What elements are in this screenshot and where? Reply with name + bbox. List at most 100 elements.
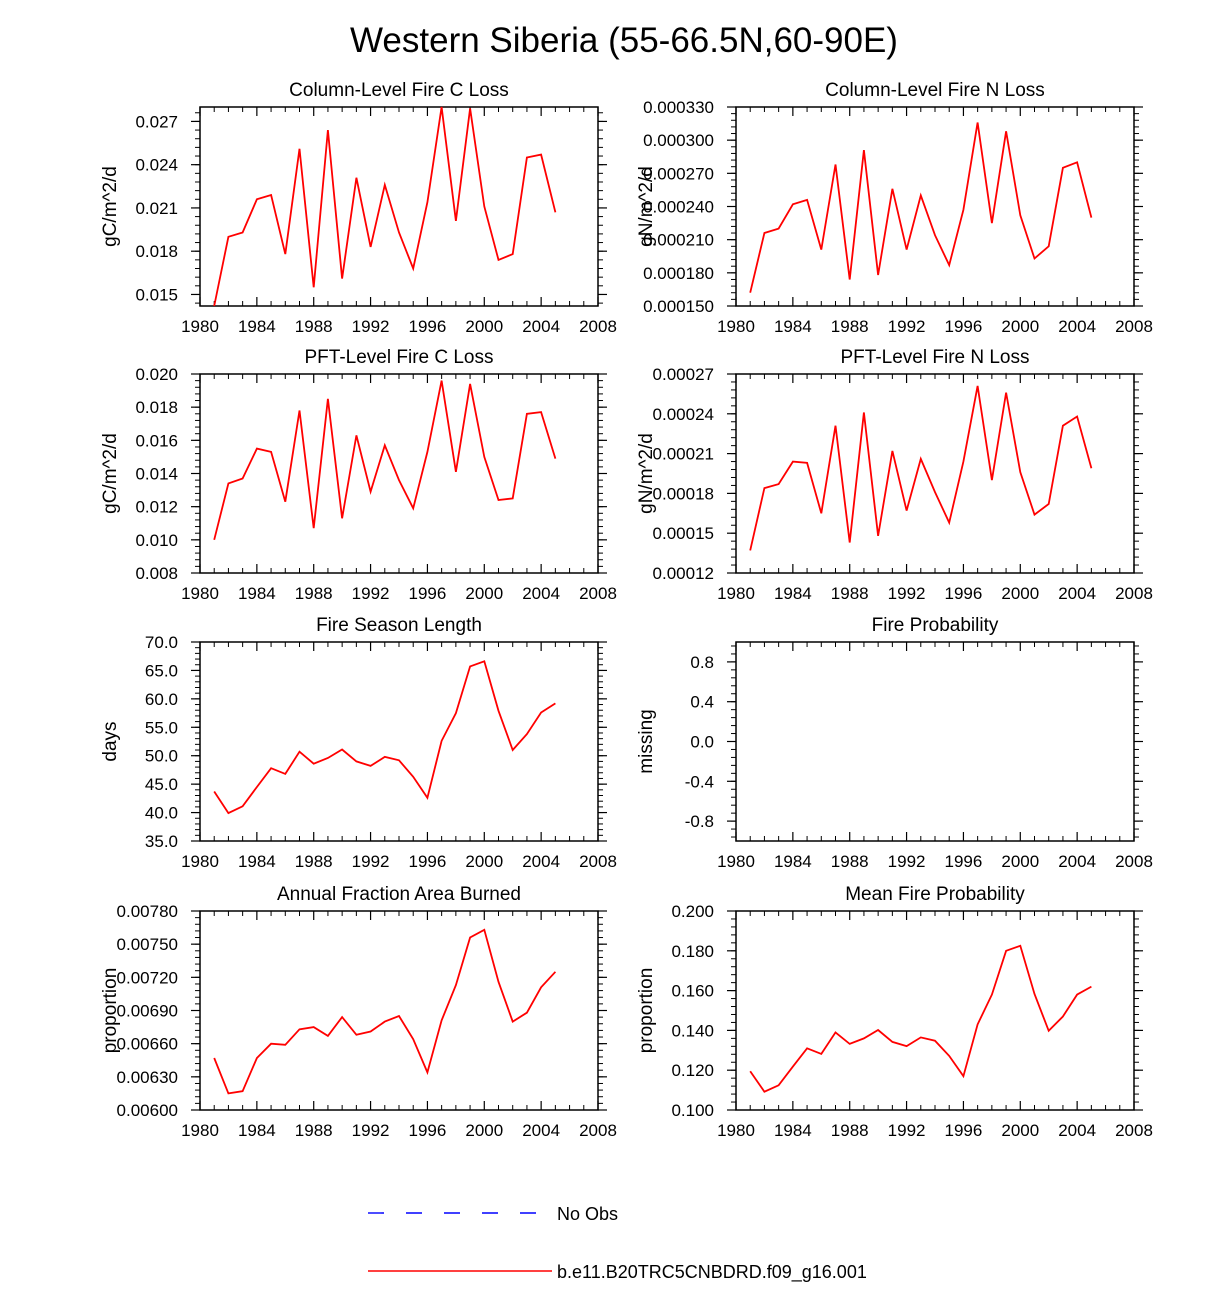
x-tick-label: 1980 <box>181 317 219 336</box>
y-axis-label: gN/m^2/d <box>636 433 657 514</box>
x-tick-label: 2008 <box>579 1121 617 1140</box>
x-tick-label: 1992 <box>888 1121 926 1140</box>
figure-title: Western Siberia (55-66.5N,60-90E) <box>350 21 898 60</box>
x-tick-label: 1992 <box>352 1121 390 1140</box>
x-tick-label: 1980 <box>717 852 755 871</box>
x-tick-label: 1980 <box>717 317 755 336</box>
x-tick-label: 2000 <box>1001 852 1039 871</box>
y-axis-label: gC/m^2/d <box>100 166 121 247</box>
series-line-1 <box>213 928 557 1095</box>
y-tick-label: 0.00024 <box>653 405 714 424</box>
y-tick-label: 0.00660 <box>117 1035 178 1054</box>
x-tick-label: 1992 <box>888 584 926 603</box>
y-tick-label: 70.0 <box>145 633 178 652</box>
x-tick-label: 1984 <box>774 317 812 336</box>
series-line-1 <box>749 944 1092 1093</box>
x-tick-label: 2008 <box>1115 852 1153 871</box>
y-tick-label: -0.8 <box>685 812 714 831</box>
y-tick-label: 0.00690 <box>117 1002 178 1021</box>
y-tick-label: 0.00027 <box>653 365 714 384</box>
y-tick-label: 0.000330 <box>643 98 714 117</box>
y-tick-label: 0.000300 <box>643 131 714 150</box>
y-axis-label: proportion <box>636 968 657 1054</box>
plot-frame <box>199 641 599 842</box>
x-tick-label: 1988 <box>295 584 333 603</box>
x-tick-label: 1988 <box>831 584 869 603</box>
y-tick-label: 0.00015 <box>653 524 714 543</box>
x-tick-label: 1980 <box>181 1121 219 1140</box>
plot-frame <box>735 910 1135 1111</box>
plot-frame <box>199 106 599 307</box>
y-axis-label: days <box>100 721 121 761</box>
x-tick-label: 1988 <box>295 317 333 336</box>
y-axis-label: missing <box>636 709 657 773</box>
panel-title: Fire Probability <box>872 615 999 636</box>
y-tick-label: 0.027 <box>135 112 178 131</box>
x-tick-label: 1984 <box>238 1121 276 1140</box>
y-tick-label: 0.018 <box>135 398 178 417</box>
y-tick-label: 0.012 <box>135 498 178 517</box>
y-tick-label: 0.4 <box>690 693 714 712</box>
x-tick-label: 1992 <box>352 852 390 871</box>
y-tick-label: 0.8 <box>690 653 714 672</box>
x-tick-label: 2000 <box>1001 584 1039 603</box>
x-tick-label: 2008 <box>579 317 617 336</box>
chart-panel-4: PFT-Level Fire N Loss 1980 1984 1988 1992 199… <box>636 347 1153 603</box>
y-tick-label: 0.00720 <box>117 968 178 987</box>
x-tick-label: 1984 <box>774 1121 812 1140</box>
x-tick-label: 1996 <box>409 584 447 603</box>
x-tick-label: 2000 <box>465 1121 503 1140</box>
x-tick-label: 2000 <box>465 852 503 871</box>
x-tick-label: 2008 <box>579 852 617 871</box>
y-tick-label: 0.016 <box>135 431 178 450</box>
legend: No Obs b.e11.B20TRC5CNBDRD.f09_g16.001 <box>368 1204 867 1283</box>
y-tick-label: 0.00012 <box>653 564 714 583</box>
plot-frame <box>735 373 1135 574</box>
plot-frame <box>199 373 599 574</box>
y-tick-label: -0.4 <box>685 772 714 791</box>
x-tick-label: 1984 <box>238 317 276 336</box>
x-tick-label: 1996 <box>945 584 983 603</box>
y-tick-label: 0.00600 <box>117 1101 178 1120</box>
x-tick-label: 2004 <box>1058 317 1096 336</box>
x-tick-label: 1992 <box>888 317 926 336</box>
chart-panel-6: Fire Probability 1980 1984 1988 1992 1996 2000… <box>636 615 1153 871</box>
chart-panel-3: PFT-Level Fire C Loss 1980 1984 1988 1992 199… <box>100 347 617 603</box>
y-tick-label: 0.014 <box>135 465 178 484</box>
series-line-1 <box>213 660 556 815</box>
y-tick-label: 0.020 <box>135 365 178 384</box>
y-tick-label: 0.024 <box>135 156 178 175</box>
y-tick-label: 60.0 <box>145 690 178 709</box>
x-tick-label: 2008 <box>1115 317 1153 336</box>
x-tick-label: 2008 <box>579 584 617 603</box>
panel-title: PFT-Level Fire C Loss <box>305 347 494 368</box>
series-line-1 <box>213 106 557 307</box>
y-tick-label: 0.008 <box>135 564 178 583</box>
x-tick-label: 2004 <box>522 584 560 603</box>
x-tick-label: 1996 <box>409 852 447 871</box>
series-line-1 <box>749 385 1093 551</box>
x-tick-label: 1984 <box>774 852 812 871</box>
y-tick-label: 40.0 <box>145 804 178 823</box>
x-tick-label: 1988 <box>295 852 333 871</box>
y-tick-label: 0.160 <box>671 982 714 1001</box>
y-tick-label: 55.0 <box>145 718 178 737</box>
panel-title: PFT-Level Fire N Loss <box>841 347 1030 368</box>
plot-frame <box>735 106 1135 307</box>
x-tick-label: 1980 <box>717 1121 755 1140</box>
panels: Column-Level Fire C Loss 1980 1984 1988 1992… <box>100 80 1153 1140</box>
series-line-1 <box>749 122 1093 293</box>
x-tick-label: 2000 <box>1001 317 1039 336</box>
x-tick-label: 2000 <box>465 317 503 336</box>
plot-frame <box>199 910 599 1111</box>
chart-panel-8: Mean Fire Probability 1980 1984 1988 1992 199… <box>636 884 1153 1140</box>
y-axis-label: gN/m^2/d <box>636 166 657 247</box>
y-tick-label: 0.200 <box>671 902 714 921</box>
x-tick-label: 1980 <box>181 852 219 871</box>
y-tick-label: 0.000270 <box>643 164 714 183</box>
x-tick-label: 2000 <box>1001 1121 1039 1140</box>
chart-panel-2: Column-Level Fire N Loss 1980 1984 1988 1992… <box>636 80 1153 336</box>
chart-panel-1: Column-Level Fire C Loss 1980 1984 1988 1992… <box>100 80 617 336</box>
y-tick-label: 0.120 <box>671 1061 714 1080</box>
